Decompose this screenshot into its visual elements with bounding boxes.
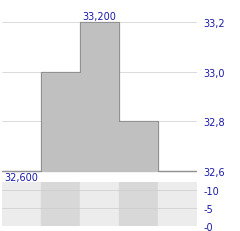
Polygon shape	[2, 23, 197, 171]
Bar	[41, 182, 80, 226]
Text: 32,600: 32,600	[4, 172, 38, 182]
Bar	[158, 182, 197, 226]
Bar	[119, 182, 158, 226]
Text: 33,200: 33,200	[83, 12, 117, 22]
Bar	[2, 182, 41, 226]
Bar	[80, 182, 119, 226]
